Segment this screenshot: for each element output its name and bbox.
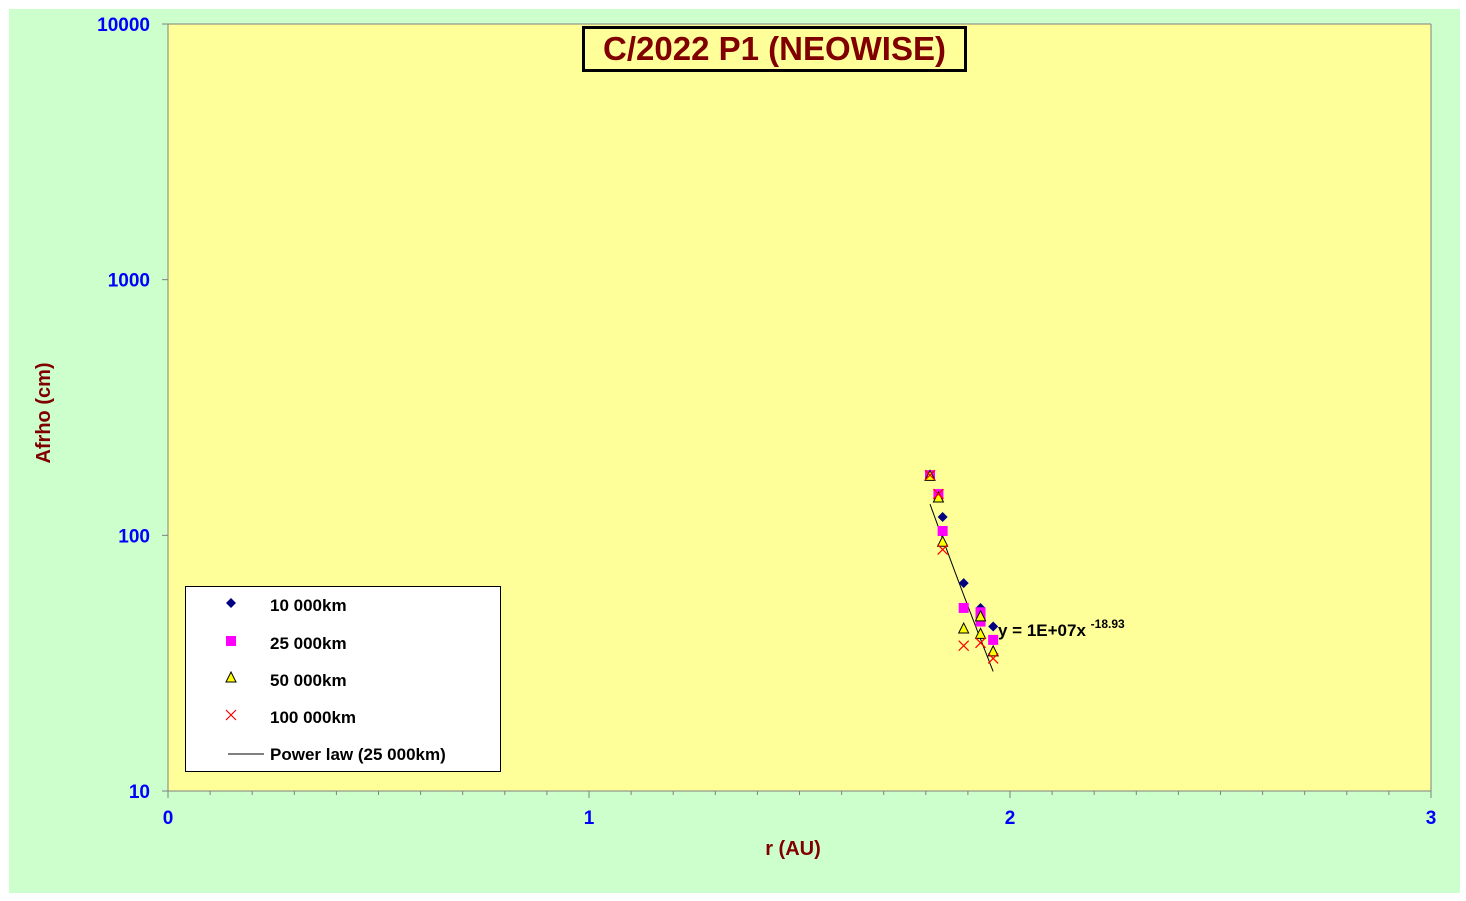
x-tick-label: 2 [1005, 808, 1016, 829]
data-point-x [958, 640, 970, 652]
series-100-000km [924, 469, 999, 664]
data-point-diamond [958, 578, 969, 589]
diamond-marker-icon [226, 598, 236, 608]
line-marker-icon [228, 753, 264, 755]
data-point-x [937, 544, 949, 555]
legend: 10 000km 25 000km 50 000km 100 000km Pow… [185, 586, 501, 772]
legend-item-50000km: 50 000km [186, 668, 500, 692]
x-tick-label: 0 [163, 808, 174, 829]
trendline-equation-base: y = 1E+07x [998, 621, 1086, 640]
legend-item-10000km: 10 000km [186, 593, 500, 617]
data-point-square [988, 634, 999, 645]
square-marker-icon [226, 636, 236, 646]
y-tick-label: 1000 [108, 271, 150, 292]
chart-title-box: C/2022 P1 (NEOWISE) [582, 26, 967, 72]
chart-title: C/2022 P1 (NEOWISE) [603, 30, 946, 67]
legend-item-100000km: 100 000km [186, 705, 500, 729]
data-point-triangle [987, 644, 999, 657]
data-point-x [924, 469, 936, 481]
data-point-square [975, 616, 986, 627]
x-axis-label: r (AU) [765, 838, 821, 860]
data-point-diamond [937, 511, 948, 522]
data-point-x [975, 637, 986, 649]
x-marker-icon [225, 709, 237, 721]
legend-item-power-law: Power law (25 000km) [186, 742, 500, 766]
data-point-x [987, 653, 999, 664]
trendline-equation-exponent: -18.93 [1091, 617, 1125, 631]
y-axis-label: Afrho (cm) [33, 362, 55, 463]
y-tick-label: 10000 [97, 15, 150, 36]
legend-label: 100 000km [270, 708, 357, 727]
x-tick-label: 3 [1426, 808, 1437, 829]
legend-item-25000km: 25 000km [186, 631, 500, 655]
y-tick-label: 100 [118, 526, 150, 547]
data-points [924, 469, 999, 664]
trendline-equation: y = 1E+07x -18.93 [998, 617, 1125, 640]
data-point-triangle [957, 621, 970, 634]
data-point-square [958, 602, 969, 613]
data-point-triangle [974, 627, 987, 639]
y-tick-label: 10 [129, 782, 150, 803]
legend-label: 25 000km [270, 634, 347, 653]
legend-label: 50 000km [270, 671, 347, 690]
data-point-x [933, 488, 944, 500]
legend-label: 10 000km [270, 596, 347, 615]
legend-label: Power law (25 000km) [270, 745, 446, 764]
data-point-triangle [936, 535, 949, 547]
x-tick-label: 1 [584, 808, 595, 829]
data-point-square [937, 525, 948, 536]
data-point-diamond [988, 621, 999, 632]
axis-ticks: 0 1 2 3 10 100 1000 10000 [97, 15, 1436, 829]
triangle-marker-icon [225, 670, 237, 683]
data-point-triangle [974, 609, 987, 622]
